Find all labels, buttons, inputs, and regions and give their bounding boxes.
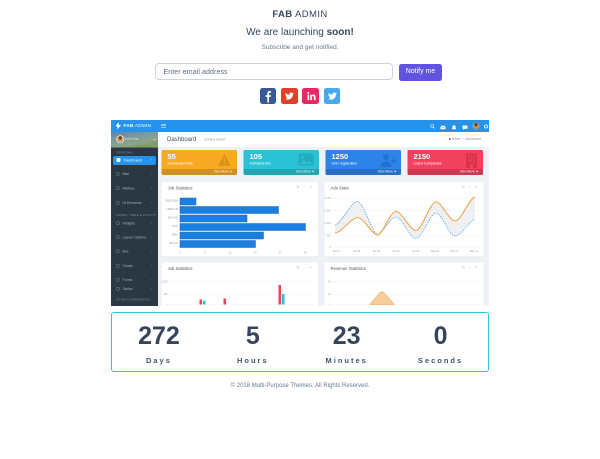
svg-text:2,000: 2,000	[325, 197, 332, 200]
svg-text:Apr 16: Apr 16	[373, 250, 381, 253]
svg-text:1,000: 1,000	[325, 222, 332, 225]
svg-text:May 07: May 07	[450, 250, 459, 253]
svg-text:0: 0	[329, 246, 331, 249]
svg-text:1,500: 1,500	[325, 210, 332, 213]
svg-text:Tech: Tech	[172, 224, 178, 228]
svg-text:500: 500	[326, 235, 331, 238]
svg-text:2k: 2k	[328, 281, 331, 284]
svg-text:Apr 07: Apr 07	[333, 250, 341, 253]
svg-text:0: 0	[166, 304, 168, 307]
svg-text:2015-2018: 2015-2018	[165, 199, 179, 203]
svg-text:B.Com: B.Com	[170, 241, 179, 245]
svg-text:7,999-9 M: 7,999-9 M	[166, 207, 179, 211]
svg-text:32: 32	[278, 251, 282, 255]
svg-text:1,500: 1,500	[162, 281, 169, 284]
svg-text:0: 0	[179, 251, 181, 255]
svg-text:Apr 23: Apr 23	[392, 250, 400, 253]
svg-text:500-501: 500-501	[168, 216, 179, 220]
svg-text:Apr 08: Apr 08	[353, 250, 361, 253]
svg-text:1k: 1k	[328, 293, 331, 296]
svg-text:8: 8	[204, 251, 206, 255]
svg-text:16: 16	[228, 251, 232, 255]
svg-text:40: 40	[303, 251, 307, 255]
svg-text:May 14: May 14	[470, 250, 479, 253]
svg-text:Apr 30: Apr 30	[412, 250, 420, 253]
svg-text:750: 750	[163, 293, 168, 296]
svg-text:0: 0	[329, 304, 331, 307]
svg-text:24: 24	[253, 251, 257, 255]
svg-text:May 01: May 01	[431, 250, 440, 253]
svg-text:MBA: MBA	[172, 233, 178, 237]
